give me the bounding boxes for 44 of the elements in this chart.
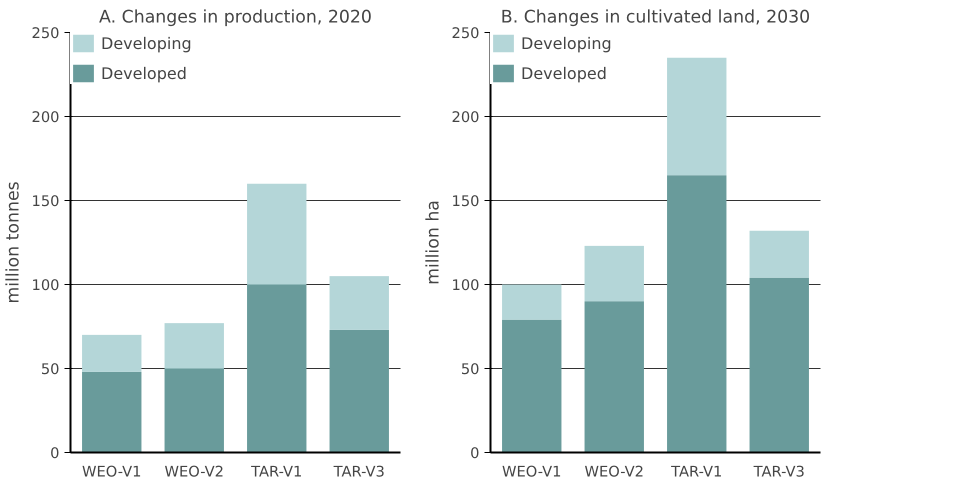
y-tick-label: 0: [470, 445, 480, 462]
x-tick-label: WEO-V1: [502, 464, 562, 480]
y-axis-title: million tonnes: [4, 181, 24, 304]
bar: [82, 372, 142, 452]
y-tick-label: 250: [452, 25, 480, 42]
legend-label: Developing: [101, 34, 192, 52]
bar: [164, 368, 224, 452]
bar: [750, 278, 809, 452]
y-tick-label: 50: [460, 361, 480, 378]
x-tick-label: TAR-V3: [752, 464, 805, 480]
bar: [667, 58, 726, 176]
y-tick-label: 250: [32, 25, 60, 42]
y-tick-label: 200: [452, 109, 480, 126]
x-tick-label: TAR-V3: [332, 464, 385, 480]
y-tick-label: 0: [50, 445, 60, 462]
bar: [330, 330, 389, 452]
x-tick-label: WEO-V2: [164, 464, 224, 480]
bar: [667, 175, 726, 452]
legend-label: Developed: [101, 64, 187, 82]
bar: [247, 284, 306, 452]
x-tick-label: WEO-V2: [584, 464, 644, 480]
bar: [247, 184, 306, 284]
bar: [584, 301, 644, 452]
y-axis-title: million ha: [424, 200, 444, 285]
y-tick-label: 50: [40, 361, 60, 378]
bar: [750, 230, 809, 278]
chart-title: A. Changes in production, 2020: [99, 8, 372, 28]
y-tick-label: 100: [32, 277, 60, 294]
legend-label: Developed: [521, 64, 607, 82]
x-tick-label: TAR-V1: [250, 464, 302, 480]
y-tick-label: 150: [452, 193, 480, 210]
y-tick-label: 150: [32, 193, 60, 210]
legend-label: Developing: [521, 34, 612, 52]
bar: [164, 323, 224, 368]
chart-title: B. Changes in cultivated land, 2030: [500, 8, 810, 28]
x-tick-label: TAR-V1: [670, 464, 722, 480]
bar: [502, 284, 562, 320]
bar: [502, 320, 562, 452]
y-tick-label: 100: [452, 277, 480, 294]
bar: [82, 334, 142, 372]
bar: [330, 276, 389, 330]
y-tick-label: 200: [32, 109, 60, 126]
bar: [584, 246, 644, 302]
x-tick-label: WEO-V1: [82, 464, 142, 480]
